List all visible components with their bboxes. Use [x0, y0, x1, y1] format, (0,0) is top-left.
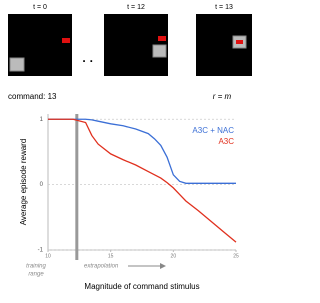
y-tick-label: 0: [40, 182, 44, 188]
panel-label: t = 0: [33, 4, 47, 11]
series-line: [48, 118, 236, 184]
ellipsis: · ·: [82, 54, 93, 68]
y-axis-label: Average episode reward: [19, 139, 28, 226]
training-label: training: [26, 264, 46, 270]
command-label: command: 13: [8, 92, 57, 101]
reward-label: r = m: [213, 92, 232, 101]
agent: [9, 57, 25, 72]
x-tick-label: 15: [108, 253, 114, 259]
target: [158, 36, 166, 41]
legend-label: A3C: [218, 137, 234, 146]
series-line: [48, 118, 237, 243]
extrapolation-label: extrapolation: [84, 264, 119, 270]
figure: t = 0 t = 12 t = 13 · · command: 13 r = …: [8, 4, 252, 291]
x-tick-label: 10: [45, 253, 51, 259]
x-tick-label: 25: [233, 253, 239, 259]
panel-label: t = 13: [215, 4, 233, 11]
target: [236, 40, 243, 44]
arrow-head: [160, 263, 166, 269]
y-tick-label: 1: [40, 117, 44, 123]
agent: [152, 44, 167, 58]
y-tick-label: -1: [38, 248, 44, 254]
x-tick-label: 20: [171, 253, 177, 259]
x-axis-label: Magnitude of command stimulus: [84, 282, 199, 291]
legend-label: A3C + NAC: [192, 126, 234, 135]
target: [62, 38, 70, 43]
panel-label: t = 12: [127, 4, 145, 11]
training-label: range: [28, 272, 44, 278]
